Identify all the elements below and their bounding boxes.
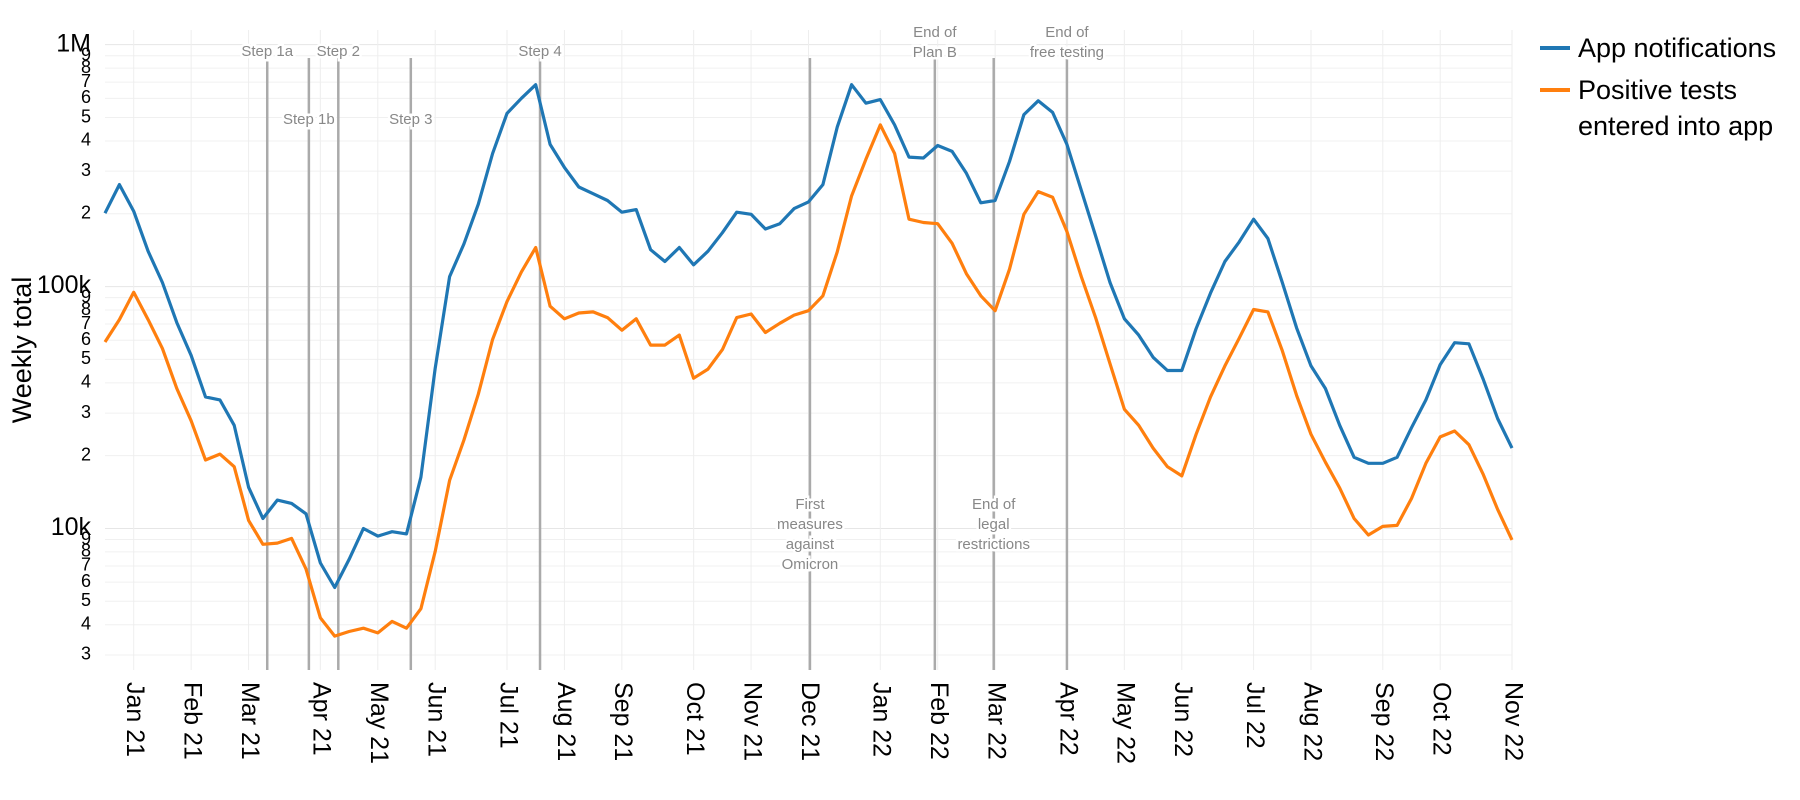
y-tick-label: 4 [81,130,91,150]
legend: App notifications Positive tests entered … [1540,30,1790,150]
event-label: restrictions [957,536,1030,553]
event-label: First [795,496,825,513]
event-label: Step 2 [317,43,360,60]
y-tick-label: 3 [81,402,91,422]
y-axis-title: Weekly total [7,277,37,424]
x-tick-label: Jan 22 [868,682,896,757]
event-label: End of [972,496,1016,513]
event-label: Omicron [782,556,839,573]
x-tick-label: Mar 22 [983,682,1011,760]
x-tick-label: Feb 22 [925,682,953,760]
x-tick-label: Apr 22 [1054,682,1082,756]
event-label: Step 3 [389,111,432,128]
x-tick-label: Sep 22 [1370,682,1398,761]
event-label: legal [978,516,1010,533]
legend-swatch [1540,88,1570,92]
y-tick-label: 2 [81,203,91,223]
y-tick-label: 4 [81,372,91,392]
y-tick-label: 10k [51,513,92,541]
event-label: End of [913,24,957,41]
y-tick-label: 3 [81,160,91,180]
y-tick-label: 2 [81,444,91,464]
x-tick-label: Aug 21 [552,682,580,761]
event-label: Plan B [913,44,957,61]
event-label: Step 1a [241,43,293,60]
event-label: End of [1045,24,1089,41]
series-line [103,83,1514,590]
x-tick-label: Jul 22 [1241,682,1269,749]
y-tick-label: 6 [81,571,91,591]
y-tick-label: 7 [81,555,91,575]
legend-item: Positive tests entered into app [1540,72,1790,144]
y-tick-label: 9 [81,45,91,65]
x-tick-label: Nov 21 [738,682,766,761]
y-tick-label: 1M [56,29,91,57]
y-tick-label: 8 [81,57,91,77]
y-tick-label: 8 [81,541,91,561]
y-tick-label: 6 [81,329,91,349]
x-tick-label: Apr 21 [308,682,336,756]
y-tick-label: 5 [81,590,91,610]
y-tick-label: 100k [37,271,92,299]
x-tick-label: Feb 21 [179,682,207,760]
y-tick-label: 6 [81,87,91,107]
event-label: Step 4 [518,43,561,60]
x-tick-label: Mar 21 [236,682,264,760]
x-tick-label: Jan 21 [121,682,149,757]
event-label: measures [777,516,843,533]
y-tick-label: 9 [81,286,91,306]
y-tick-label: 4 [81,613,91,633]
x-tick-label: Sep 21 [609,682,637,761]
y-tick-label: 9 [81,528,91,548]
x-tick-label: Jun 22 [1169,682,1197,757]
series-line [103,123,1514,638]
legend-swatch [1540,46,1570,50]
x-tick-label: Oct 22 [1428,682,1456,756]
x-tick-label: Jun 21 [423,682,451,757]
x-tick-label: Aug 22 [1298,682,1326,761]
x-tick-label: Nov 22 [1499,682,1527,761]
x-tick-label: Oct 21 [681,682,709,756]
y-tick-label: 3 [81,644,91,664]
y-tick-label: 7 [81,313,91,333]
event-label: free testing [1030,44,1104,61]
y-tick-label: 8 [81,299,91,319]
x-tick-label: Dec 21 [796,682,824,761]
y-tick-label: 7 [81,71,91,91]
y-tick-label: 5 [81,348,91,368]
x-tick-label: May 21 [365,682,393,764]
y-tick-label: 5 [81,106,91,126]
event-label: Step 1b [283,111,335,128]
x-tick-label: Jul 21 [494,682,522,749]
legend-label: Positive tests entered into app [1578,75,1774,141]
legend-label: App notifications [1578,33,1777,63]
event-label: against [786,536,835,553]
legend-item: App notifications [1540,30,1790,66]
x-tick-label: May 22 [1112,682,1140,764]
